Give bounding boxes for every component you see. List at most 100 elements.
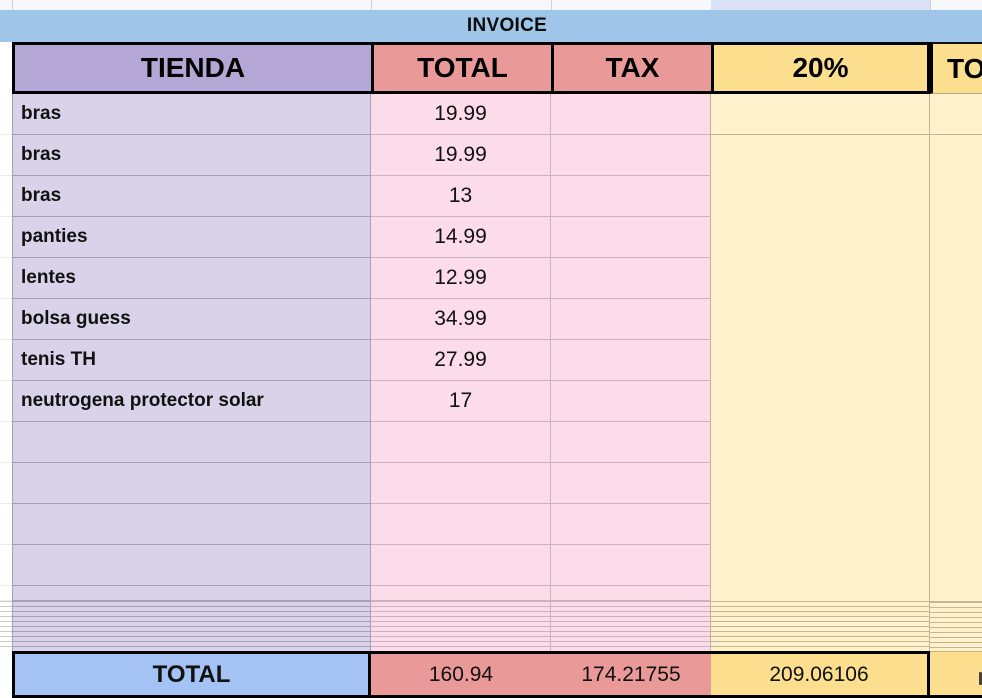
summary-total-cell[interactable]: 160.94: [371, 651, 551, 698]
collapsed-rows-tax[interactable]: [551, 601, 711, 651]
collapsed-rows-20pct[interactable]: [711, 601, 930, 651]
cell-empty-20pct[interactable]: [711, 545, 930, 586]
cell-item-tax[interactable]: [551, 135, 711, 176]
cell-empty-total[interactable]: [371, 463, 551, 504]
invoice-title: INVOICE: [466, 15, 548, 36]
cell-empty-right[interactable]: [930, 586, 982, 601]
cell-item-total[interactable]: 27.99: [371, 340, 551, 381]
cell-item-total[interactable]: 19.99: [371, 94, 551, 135]
cell-empty-total[interactable]: [371, 586, 551, 601]
header-cell-total[interactable]: TOTAL: [371, 42, 551, 94]
cell-empty-name[interactable]: [12, 586, 371, 601]
cell-empty-tax[interactable]: [551, 463, 711, 504]
cell-empty-right[interactable]: [930, 545, 982, 586]
cell-empty-name[interactable]: [12, 422, 371, 463]
cell-empty-name[interactable]: [12, 545, 371, 586]
left-margin-stripes: [0, 601, 12, 651]
cell-empty-name[interactable]: [12, 463, 371, 504]
cell-item-right[interactable]: [930, 258, 982, 299]
cell-item-20pct[interactable]: [711, 217, 930, 258]
left-margin-cell: [0, 94, 12, 135]
cell-empty-20pct[interactable]: [711, 586, 930, 601]
cell-empty-tax[interactable]: [551, 545, 711, 586]
cell-empty-total[interactable]: [371, 504, 551, 545]
cell-item-name[interactable]: neutrogena protector solar: [12, 381, 371, 422]
cell-empty-tax[interactable]: [551, 422, 711, 463]
summary-right-cell[interactable]: [930, 651, 982, 698]
cell-item-right[interactable]: [930, 340, 982, 381]
collapsed-rows-total[interactable]: [371, 601, 551, 651]
left-margin-cell: [0, 504, 12, 545]
cell-item-tax[interactable]: [551, 299, 711, 340]
cell-empty-total[interactable]: [371, 422, 551, 463]
cell-item-20pct[interactable]: [711, 135, 930, 176]
header-cell-20pct[interactable]: 20%: [711, 42, 930, 94]
cell-empty-tax[interactable]: [551, 504, 711, 545]
cell-item-20pct[interactable]: [711, 299, 930, 340]
invoice-title-bar[interactable]: INVOICE: [0, 10, 982, 42]
cell-item-right[interactable]: [930, 135, 982, 176]
cell-item-tax[interactable]: [551, 258, 711, 299]
summary-row: TOTAL 160.94 174.21755 209.06106: [0, 651, 982, 698]
item-row: bras 19.99: [0, 135, 982, 176]
summary-20pct-cell[interactable]: 209.06106: [711, 651, 930, 698]
cell-item-20pct[interactable]: [711, 381, 930, 422]
cell-item-name[interactable]: bras: [12, 135, 371, 176]
cell-item-20pct[interactable]: [711, 94, 930, 135]
cell-item-name[interactable]: panties: [12, 217, 371, 258]
cell-item-total[interactable]: 17: [371, 381, 551, 422]
cell-item-tax[interactable]: [551, 340, 711, 381]
cell-item-right[interactable]: [930, 176, 982, 217]
item-row: bolsa guess 34.99: [0, 299, 982, 340]
highlighted-cell-above[interactable]: [711, 0, 930, 10]
collapsed-rows-tienda[interactable]: [12, 601, 371, 651]
cell-item-total[interactable]: 19.99: [371, 135, 551, 176]
cell-item-total[interactable]: 14.99: [371, 217, 551, 258]
summary-label-cell[interactable]: TOTAL: [12, 651, 371, 698]
cell-item-total[interactable]: 34.99: [371, 299, 551, 340]
collapsed-rows-band[interactable]: [0, 601, 982, 651]
cell-empty-20pct[interactable]: [711, 422, 930, 463]
cell-item-20pct[interactable]: [711, 258, 930, 299]
left-margin-cell: [0, 176, 12, 217]
cell-item-name[interactable]: bras: [12, 94, 371, 135]
header-cell-tienda[interactable]: TIENDA: [12, 42, 371, 94]
cell-item-right[interactable]: [930, 381, 982, 422]
collapsed-rows-right[interactable]: [930, 601, 982, 651]
header-cell-right-total-clipped[interactable]: TOTAL: [930, 42, 982, 94]
cell-item-right[interactable]: [930, 217, 982, 258]
cell-empty-right[interactable]: [930, 422, 982, 463]
cell-empty-20pct[interactable]: [711, 504, 930, 545]
cell-item-right[interactable]: [930, 299, 982, 340]
cell-item-tax[interactable]: [551, 381, 711, 422]
cell-item-tax[interactable]: [551, 94, 711, 135]
left-margin-cell: [0, 381, 12, 422]
row-above-table[interactable]: [0, 0, 982, 10]
header-cell-tax[interactable]: TAX: [551, 42, 711, 94]
cell-empty-right[interactable]: [930, 463, 982, 504]
cell-empty-tax[interactable]: [551, 586, 711, 601]
cell-item-total[interactable]: 13: [371, 176, 551, 217]
cell-item-name[interactable]: tenis TH: [12, 340, 371, 381]
cell-item-right[interactable]: [930, 94, 982, 135]
cell-item-20pct[interactable]: [711, 340, 930, 381]
summary-tax-cell[interactable]: 174.21755: [551, 651, 711, 698]
cell-item-name[interactable]: bolsa guess: [12, 299, 371, 340]
cell-item-20pct[interactable]: [711, 176, 930, 217]
table-header-row: TIENDA TOTAL TAX 20% TOTAL: [0, 42, 982, 94]
left-margin-cell: [0, 135, 12, 176]
left-margin-cell: [0, 651, 12, 698]
cell-item-total[interactable]: 12.99: [371, 258, 551, 299]
cell-item-name[interactable]: lentes: [12, 258, 371, 299]
cell-empty-20pct[interactable]: [711, 463, 930, 504]
empty-row: [0, 545, 982, 586]
cell-item-name[interactable]: bras: [12, 176, 371, 217]
cell-empty-name[interactable]: [12, 504, 371, 545]
gridline-col-c: [551, 0, 552, 10]
cell-empty-total[interactable]: [371, 545, 551, 586]
cell-empty-right[interactable]: [930, 504, 982, 545]
cell-item-tax[interactable]: [551, 176, 711, 217]
clipped-digit: [979, 672, 982, 685]
cell-item-tax[interactable]: [551, 217, 711, 258]
